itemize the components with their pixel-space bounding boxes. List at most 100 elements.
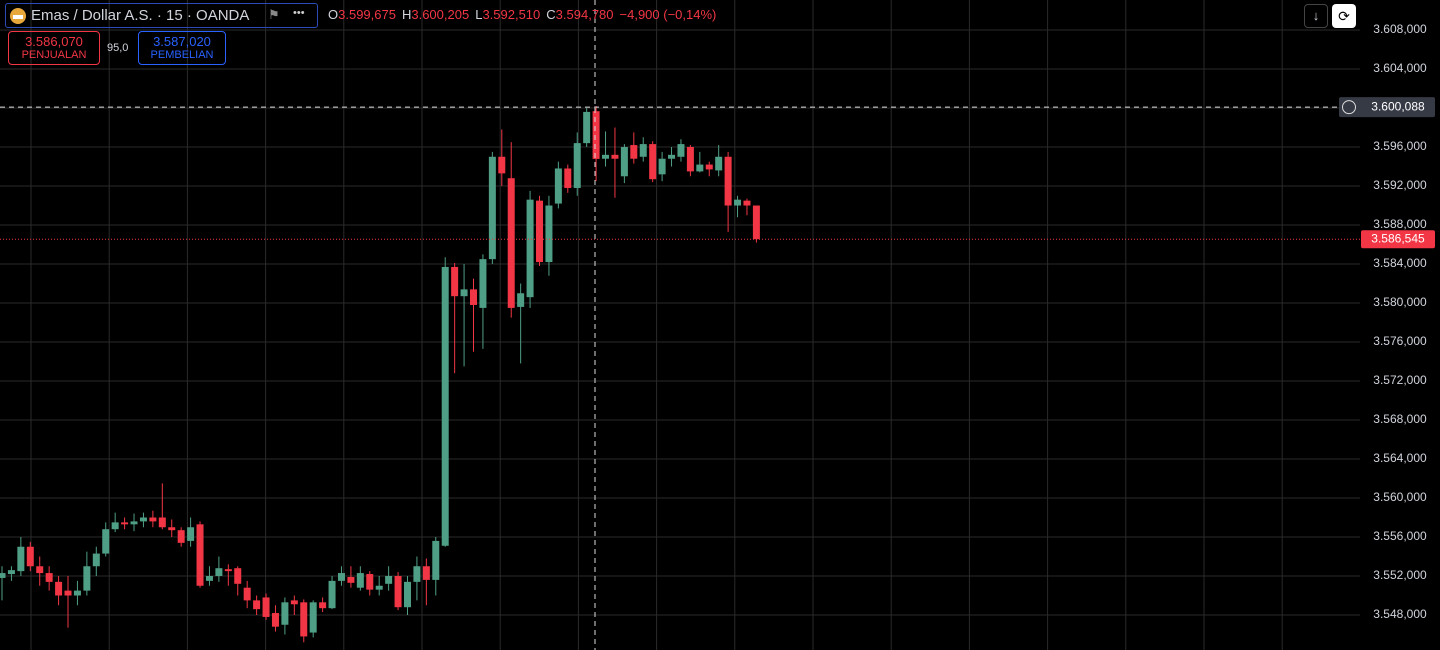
gold-icon: [10, 8, 26, 24]
candle-body: [696, 164, 704, 172]
candle-body: [394, 576, 402, 608]
y-tick-label: 3.564,000: [1373, 451, 1427, 465]
symbol-box[interactable]: Emas / Dollar A.S. · 15 · OANDA ⚑ •••: [5, 3, 318, 28]
candle-body: [7, 570, 15, 575]
legend-change: −4,900 (−0,14%): [619, 7, 717, 22]
candle-body: [196, 524, 204, 586]
y-tick-label: 3.588,000: [1373, 217, 1427, 231]
legend-key: H: [401, 7, 412, 22]
candle-body: [451, 266, 459, 297]
candle-body: [139, 517, 147, 522]
candle-body: [668, 154, 676, 159]
candle-body: [583, 111, 591, 144]
y-tick-label: 3.548,000: [1373, 607, 1427, 621]
candle-body: [536, 200, 544, 263]
legend-key: O: [328, 7, 339, 22]
candle-body: [0, 573, 6, 578]
sell-price: 3.586,070: [25, 34, 83, 49]
candle-body: [724, 156, 732, 206]
candle-body: [498, 156, 506, 174]
candle-body: [403, 581, 411, 608]
candle-body: [385, 576, 393, 584]
candle-body: [262, 597, 270, 617]
candle-body: [45, 573, 53, 582]
y-tick-label: 3.572,000: [1373, 373, 1427, 387]
legend-key: L: [475, 7, 483, 22]
sell-label: PENJUALAN: [21, 49, 87, 61]
candle-body: [309, 602, 317, 633]
candle-body: [611, 154, 619, 159]
candle-body: [243, 587, 251, 601]
candle-body: [592, 111, 600, 159]
candle-body: [347, 576, 355, 583]
candle-body: [290, 600, 298, 605]
buy-price: 3.587,020: [153, 34, 211, 49]
candle-body: [526, 199, 534, 298]
scroll-button[interactable]: ↓: [1304, 4, 1328, 28]
candle-body: [64, 590, 72, 596]
candle-body: [83, 566, 91, 591]
candle-body: [337, 573, 345, 581]
candle-body: [177, 530, 185, 543]
candle-body: [705, 164, 713, 170]
last-price-tag: [1361, 230, 1435, 249]
crosshair-label: 3.600,088: [1371, 99, 1425, 113]
candle-body: [187, 527, 195, 541]
candle-body: [356, 573, 364, 588]
candle-body: [92, 553, 100, 567]
y-tick-label: 3.608,000: [1373, 22, 1427, 36]
more-icon[interactable]: •••: [293, 7, 305, 19]
candle-body: [479, 259, 487, 308]
y-tick-label: 3.568,000: [1373, 412, 1427, 426]
candle-body: [630, 145, 638, 159]
y-tick-label: 3.556,000: [1373, 529, 1427, 543]
candle-body: [375, 585, 383, 590]
candle-body: [658, 158, 666, 175]
legend-value: 3.592,510: [482, 7, 541, 22]
flag-icon[interactable]: ⚑: [268, 7, 280, 22]
candle-body: [649, 144, 657, 180]
buy-button[interactable]: 3.587,020 PEMBELIAN: [138, 31, 226, 65]
candle-body: [413, 566, 421, 582]
candle-body: [121, 522, 129, 525]
candle-body: [224, 569, 232, 572]
candle-body: [130, 521, 138, 525]
y-tick-label: 3.580,000: [1373, 295, 1427, 309]
legend-value: 3.600,205: [411, 7, 470, 22]
candle-body: [36, 566, 44, 574]
candle-body: [328, 580, 336, 609]
crosshair-tag: [1339, 97, 1435, 118]
last-price-label: 3.586,545: [1371, 231, 1425, 245]
sell-button[interactable]: 3.586,070 PENJUALAN: [8, 31, 100, 65]
candle-body: [73, 590, 81, 596]
legend-key: C: [546, 7, 556, 22]
candle-body: [554, 168, 562, 204]
spread: 95,0: [107, 42, 129, 54]
candle-body: [677, 144, 685, 157]
candle-body: [545, 205, 553, 263]
candle-body: [752, 205, 760, 240]
candle-body: [507, 178, 515, 308]
ohlc-legend: O3.599,675 H3.600,205 L3.592,510 C3.594,780…: [328, 7, 716, 22]
candle-body: [281, 602, 289, 625]
candle-body: [300, 602, 308, 637]
candle-body: [271, 613, 279, 627]
candle-body: [26, 546, 34, 567]
candle-body: [734, 199, 742, 206]
legend-value: 3.594,780: [555, 7, 614, 22]
symbol: Emas / Dollar A.S. · 15 · OANDA: [31, 7, 250, 24]
candle-body: [422, 566, 430, 580]
auto-scale-button[interactable]: ⟳: [1332, 4, 1356, 28]
candle-body: [441, 266, 449, 546]
add-alert-icon[interactable]: [1342, 100, 1356, 115]
y-tick-label: 3.596,000: [1373, 139, 1427, 153]
candle-body: [715, 156, 723, 171]
y-tick-label: 3.592,000: [1373, 178, 1427, 192]
candle-body: [743, 200, 751, 206]
candle-body: [620, 147, 628, 177]
candle-body: [168, 527, 176, 531]
y-tick-label: 3.576,000: [1373, 334, 1427, 348]
candle-body: [573, 143, 581, 188]
